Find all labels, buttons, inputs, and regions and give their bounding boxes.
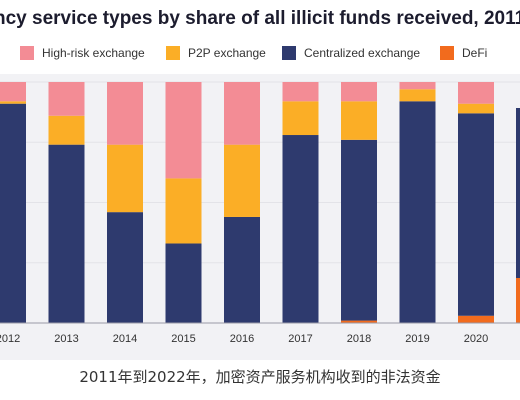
bar-p2p-exchange-2013 xyxy=(48,115,85,145)
bar-high-risk-exchange-2016 xyxy=(224,82,260,145)
legend-label-high-risk-exchange: High-risk exchange xyxy=(42,46,145,60)
bar-high-risk-exchange-2012 xyxy=(0,82,26,102)
x-tick-label: 2020 xyxy=(464,333,488,345)
figure-caption: 2011年到2022年，加密资产服务机构收到的非法资金 xyxy=(79,368,441,386)
bar-high-risk-exchange-2018 xyxy=(341,82,377,102)
bar-centralized-exchange-2016 xyxy=(224,216,260,323)
bar-high-risk-exchange-2017 xyxy=(282,82,319,102)
bar-p2p-exchange-2019 xyxy=(399,89,436,102)
legend-label-defi: DeFi xyxy=(462,46,488,60)
x-tick-label: 2013 xyxy=(54,333,78,345)
bar-p2p-exchange-2018 xyxy=(341,101,377,140)
x-tick-label: 2017 xyxy=(288,333,312,345)
legend-item-defi: DeFi xyxy=(440,46,487,60)
legend-swatch-high-risk-exchange xyxy=(20,46,34,60)
bar-centralized-exchange-2012 xyxy=(0,103,26,323)
legend-item-high-risk-exchange: High-risk exchange xyxy=(20,46,145,60)
x-tick-label: 2019 xyxy=(405,333,429,345)
x-tick-label: 2014 xyxy=(113,333,137,345)
legend-swatch-defi xyxy=(440,46,454,60)
chart-card: ncy service types by share of all illici… xyxy=(0,8,520,360)
bar-centralized-exchange-2020 xyxy=(458,113,494,316)
legend-item-p2p-exchange: P2P exchange xyxy=(166,46,266,60)
bar-p2p-exchange-2020 xyxy=(458,103,494,114)
bar-p2p-exchange-2017 xyxy=(282,101,319,136)
bar-p2p-exchange-2014 xyxy=(107,144,143,213)
bar-p2p-exchange-2012 xyxy=(0,101,26,104)
bar-high-risk-exchange-2013 xyxy=(48,82,85,116)
bar-centralized-exchange-2019 xyxy=(399,101,436,323)
bar-partial-edge-centralized xyxy=(516,108,520,278)
x-tick-label: 2012 xyxy=(0,333,20,345)
bar-defi-2018 xyxy=(341,320,377,323)
plot-area: 2012 2013 2014 2015 2016 2017 2018 2019 2020 xyxy=(0,81,520,345)
bar-centralized-exchange-2014 xyxy=(107,212,143,323)
bar-p2p-exchange-2016 xyxy=(224,144,260,217)
bar-high-risk-exchange-2019 xyxy=(399,82,436,90)
bar-partial-edge-defi xyxy=(516,278,520,323)
bar-centralized-exchange-2017 xyxy=(282,135,319,323)
bar-defi-2020 xyxy=(458,315,494,323)
legend-label-centralized-exchange: Centralized exchange xyxy=(304,46,421,60)
x-tick-label: 2016 xyxy=(230,333,254,345)
bar-high-risk-exchange-2015 xyxy=(165,82,202,179)
legend-swatch-centralized-exchange xyxy=(282,46,296,60)
bar-centralized-exchange-2018 xyxy=(341,139,377,321)
x-tick-label: 2018 xyxy=(347,333,371,345)
x-tick-label: 2015 xyxy=(171,333,195,345)
legend-item-centralized-exchange: Centralized exchange xyxy=(282,46,420,60)
chart-title: ncy service types by share of all illici… xyxy=(0,8,520,29)
bar-p2p-exchange-2015 xyxy=(165,178,202,244)
bar-centralized-exchange-2015 xyxy=(165,243,202,323)
legend-label-p2p-exchange: P2P exchange xyxy=(188,46,266,60)
legend-swatch-p2p-exchange xyxy=(166,46,180,60)
bar-high-risk-exchange-2014 xyxy=(107,82,143,145)
bar-centralized-exchange-2013 xyxy=(48,144,85,323)
chart-legend: High-risk exchange P2P exchange Centrali… xyxy=(0,46,520,68)
bar-high-risk-exchange-2020 xyxy=(458,82,494,104)
